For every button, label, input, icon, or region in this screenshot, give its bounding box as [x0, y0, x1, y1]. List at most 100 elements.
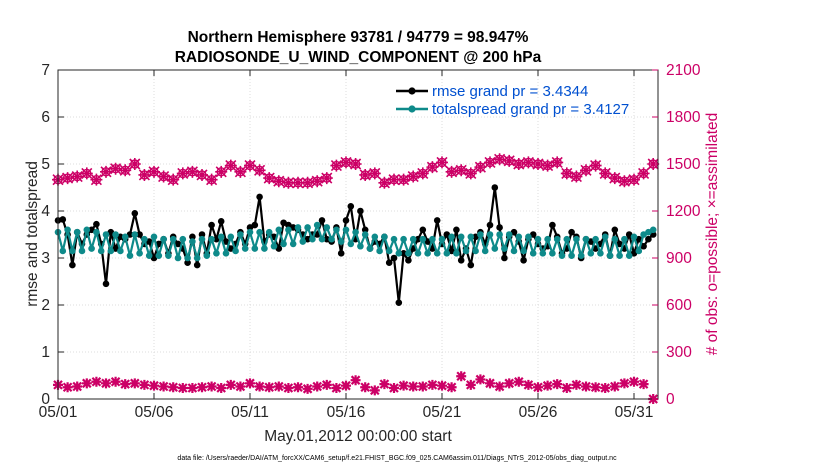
- x-tick-label: 05/06: [135, 404, 174, 421]
- obs-possible-star: [493, 153, 506, 166]
- totalspread-point: [208, 235, 215, 243]
- rmse-point: [256, 193, 263, 201]
- obs-possible-star: [80, 167, 93, 180]
- totalspread-point: [203, 252, 211, 259]
- totalspread-point: [83, 226, 91, 234]
- rmse-point: [414, 235, 422, 243]
- obs-assimilated-point: [533, 382, 543, 393]
- y2-tick-label: 600: [666, 297, 692, 314]
- totalspread-point: [630, 233, 638, 241]
- rmse-point: [93, 220, 100, 228]
- obs-possible-star: [176, 167, 189, 180]
- totalspread-point: [529, 250, 537, 257]
- obs-assimilated-point: [312, 381, 323, 392]
- obs-possible-star: [100, 165, 112, 178]
- rmse-point: [616, 240, 623, 248]
- rmse-point: [496, 224, 503, 231]
- y2-tick-label: 300: [666, 344, 692, 361]
- totalspread-point: [251, 245, 259, 252]
- obs-assimilated-point: [158, 381, 169, 392]
- rmse-point: [59, 216, 67, 223]
- obs-possible-star: [532, 158, 544, 170]
- rmse-point: [251, 221, 259, 229]
- obs-possible-star: [320, 172, 333, 185]
- obs-assimilated-point: [465, 379, 476, 390]
- totalspread-point: [289, 240, 297, 248]
- totalspread-point: [525, 233, 532, 241]
- rmse-point: [189, 233, 196, 241]
- obs-assimilated-point: [350, 375, 361, 386]
- x-tick-label: 05/01: [39, 404, 78, 421]
- totalspread-point: [256, 228, 263, 236]
- rmse-point: [193, 261, 201, 269]
- obs-possible-star: [272, 175, 285, 188]
- obs-assimilated-point: [417, 381, 428, 392]
- totalspread-point: [309, 235, 316, 243]
- obs-assimilated-point: [571, 379, 582, 390]
- rmse-point: [568, 228, 575, 236]
- totalspread-point: [515, 233, 523, 241]
- y-tick-label: 5: [41, 156, 50, 173]
- totalspread-point: [457, 233, 465, 241]
- obs-possible-star: [349, 158, 362, 170]
- obs-assimilated-point: [552, 379, 563, 390]
- rmse-point: [102, 280, 110, 288]
- totalspread-point: [160, 235, 167, 243]
- obs-possible-star: [282, 176, 295, 189]
- totalspread-point: [184, 254, 191, 262]
- obs-assimilated-point: [341, 380, 351, 391]
- obs-possible-star: [484, 156, 496, 169]
- y2-tick-label: 900: [666, 250, 692, 267]
- rmse-point: [395, 299, 403, 306]
- obs-assimilated-point: [91, 376, 102, 387]
- obs-assimilated-point: [494, 381, 505, 392]
- totalspread-point: [486, 231, 494, 238]
- y2-tick-label: 1800: [666, 109, 701, 126]
- totalspread-point: [409, 235, 417, 243]
- obs-assimilated-point: [177, 383, 188, 394]
- chart-subtitle: RADIOSONDE_U_WIND_COMPONENT @ 200 hPa: [175, 49, 542, 66]
- obs-assimilated-point: [62, 382, 73, 393]
- totalspread-point: [381, 233, 388, 241]
- x-tick-label: 05/31: [615, 404, 654, 421]
- obs-possible-star: [311, 175, 324, 188]
- totalspread-point: [462, 247, 470, 255]
- obs-assimilated-point: [149, 380, 159, 391]
- obs-possible-star: [368, 167, 381, 180]
- totalspread-point: [395, 250, 403, 257]
- totalspread-point: [107, 247, 115, 255]
- obs-possible-star: [234, 165, 247, 178]
- rmse-point: [318, 217, 326, 224]
- obs-possible-star: [426, 161, 439, 174]
- obs-assimilated-point: [427, 379, 438, 390]
- rmse-point: [347, 203, 355, 210]
- obs-assimilated-point: [187, 383, 198, 394]
- totalspread-point: [337, 238, 345, 245]
- obs-assimilated-point: [302, 383, 313, 394]
- obs-assimilated-point: [206, 381, 217, 392]
- totalspread-point: [621, 235, 628, 243]
- totalspread-point: [213, 250, 220, 257]
- totalspread-point: [299, 238, 307, 245]
- obs-assimilated-point: [264, 382, 275, 393]
- totalspread-point: [169, 235, 177, 243]
- totalspread-point: [587, 250, 595, 257]
- x-tick-label: 05/16: [327, 404, 366, 421]
- rmse-point: [390, 254, 398, 262]
- obs-possible-star: [522, 156, 535, 169]
- legend-rmse-marker: [408, 87, 416, 95]
- obs-possible-star: [340, 156, 352, 169]
- obs-assimilated-point: [581, 381, 591, 392]
- rmse-point: [453, 226, 460, 234]
- obs-possible-star: [436, 156, 448, 169]
- obs-assimilated-point: [168, 382, 179, 393]
- obs-assimilated-point: [629, 376, 639, 387]
- totalspread-point: [472, 247, 479, 255]
- obs-assimilated-point: [600, 383, 611, 394]
- obs-possible-star: [397, 173, 410, 186]
- obs-assimilated-point: [379, 379, 390, 390]
- totalspread-point: [64, 226, 71, 234]
- rmse-point: [217, 218, 225, 225]
- rmse-point: [208, 221, 215, 229]
- axes-box: [57, 69, 659, 400]
